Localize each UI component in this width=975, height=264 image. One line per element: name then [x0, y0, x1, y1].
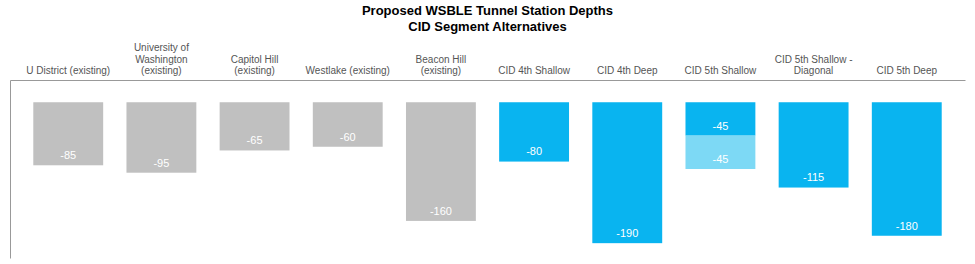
bar — [33, 102, 103, 165]
y-axis-line — [10, 81, 11, 259]
bar — [685, 136, 755, 169]
data-label: -60 — [340, 131, 356, 143]
tick: U District (existing) — [26, 65, 110, 76]
tick-label-line: Washington — [135, 54, 187, 65]
tick-label: CID 5th Shallow -Diagonal — [775, 54, 853, 77]
bar — [220, 102, 290, 150]
data-label: -95 — [153, 157, 169, 169]
chart: Proposed WSBLE Tunnel Station DepthsCID … — [0, 0, 975, 264]
tick-label: CID 4th Shallow — [498, 65, 570, 76]
tick-label-line: CID 5th Shallow — [685, 65, 757, 76]
x-axis: U District (existing) University ofWashin… — [11, 42, 966, 81]
bars — [33, 102, 941, 243]
data-label: -65 — [247, 134, 263, 146]
tick-label-line: CID 5th Shallow - — [775, 54, 853, 65]
data-label: -45 — [712, 120, 728, 132]
bar — [313, 102, 383, 147]
data-label: -80 — [526, 145, 542, 157]
tick-label: CID 5th Shallow — [685, 65, 757, 76]
data-label: -160 — [430, 205, 452, 217]
bar — [499, 102, 569, 161]
tick: Capitol Hill(existing) — [231, 54, 279, 77]
bar — [406, 102, 476, 221]
tick-label: CID 4th Deep — [597, 65, 658, 76]
tick-label-line: University of — [134, 42, 189, 53]
tick-label-line: (existing) — [234, 65, 275, 76]
x-axis-line — [11, 80, 966, 81]
tick-label-line: Westlake (existing) — [306, 65, 390, 76]
tick-label-line: (existing) — [141, 65, 182, 76]
data-label: -180 — [896, 220, 918, 232]
tick-label: CID 5th Deep — [876, 65, 937, 76]
bar — [685, 102, 755, 135]
tick-label: Westlake (existing) — [306, 65, 390, 76]
tick-label: Capitol Hill(existing) — [231, 54, 279, 77]
data-label: -115 — [803, 171, 824, 183]
y-axis — [10, 81, 11, 259]
tick: CID 4th Shallow — [498, 65, 570, 76]
tick-label: Beacon Hill(existing) — [416, 54, 467, 77]
title: Proposed WSBLE Tunnel Station Depths — [362, 3, 613, 18]
data-label: -190 — [616, 227, 638, 239]
bar — [592, 102, 662, 243]
data-label: -85 — [60, 149, 76, 161]
tick: University ofWashington(existing) — [134, 42, 189, 76]
bar — [872, 102, 942, 236]
tick: CID 4th Deep — [597, 65, 658, 76]
tick-label-line: CID 4th Shallow — [498, 65, 570, 76]
tick-label-line: (existing) — [421, 65, 462, 76]
tick-label: University ofWashington(existing) — [134, 42, 189, 76]
tick: Beacon Hill(existing) — [416, 54, 467, 77]
tick-label-line: Capitol Hill — [231, 54, 279, 65]
tick-label-line: CID 5th Deep — [876, 65, 937, 76]
data-labels: -85 -95 -65 -60 -160 -80 -190 -45 -115 -180 -45 — [60, 120, 918, 240]
tick-label: U District (existing) — [26, 65, 110, 76]
data-label: -45 — [712, 153, 728, 165]
bar — [126, 102, 196, 172]
tick-label-line: CID 4th Deep — [597, 65, 658, 76]
bar — [779, 102, 849, 187]
tick: CID 5th Deep — [876, 65, 937, 76]
tick: CID 5th Shallow -Diagonal — [775, 54, 853, 77]
tick-label-line: Diagonal — [794, 65, 833, 76]
tick: CID 5th Shallow — [685, 65, 757, 76]
tick-label-line: U District (existing) — [26, 65, 110, 76]
subtitle: CID Segment Alternatives — [408, 19, 566, 34]
tick: Westlake (existing) — [306, 65, 390, 76]
tick-label-line: Beacon Hill — [416, 54, 467, 65]
